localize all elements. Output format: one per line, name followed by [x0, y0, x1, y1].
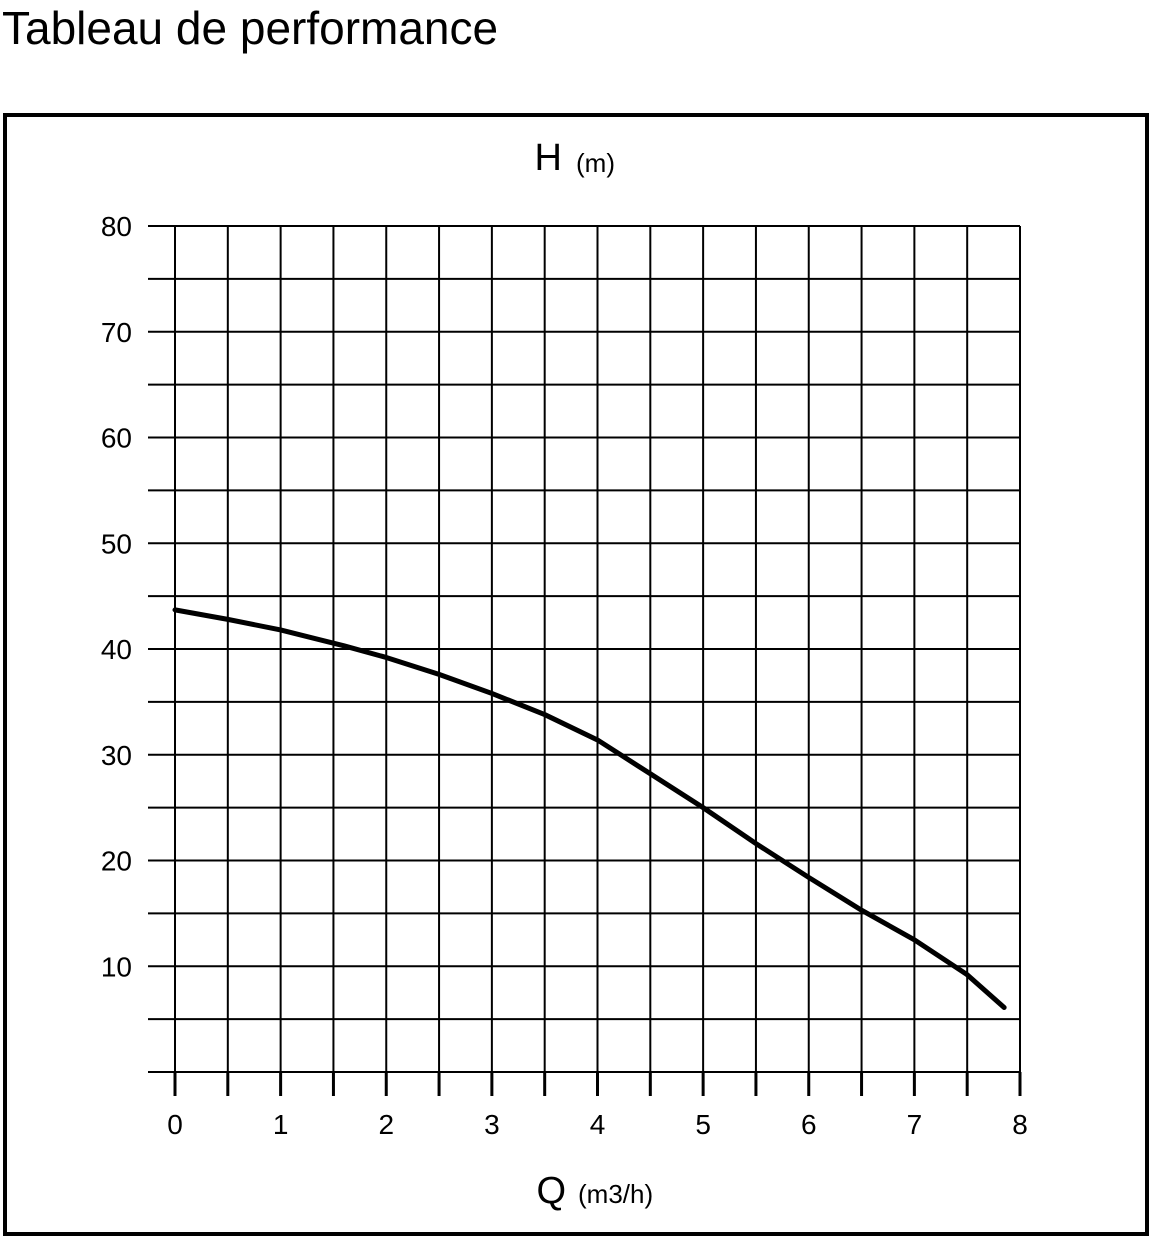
y-tick-label: 20 — [101, 846, 132, 877]
y-tick-label: 30 — [101, 740, 132, 771]
x-tick-label: 8 — [1012, 1109, 1028, 1140]
x-tick-label: 6 — [801, 1109, 817, 1140]
y-tick-label: 70 — [101, 317, 132, 348]
x-tick-label: 3 — [484, 1109, 500, 1140]
x-tick-label: 7 — [907, 1109, 923, 1140]
x-axis-unit: (m3/h) — [578, 1179, 653, 1209]
x-tick-label: 0 — [167, 1109, 183, 1140]
y-tick-label: 50 — [101, 528, 132, 559]
y-tick-label: 40 — [101, 634, 132, 665]
x-tick-label: 4 — [590, 1109, 606, 1140]
y-tick-label: 80 — [101, 211, 132, 242]
x-tick-label: 5 — [695, 1109, 711, 1140]
x-axis-label: Q — [536, 1170, 566, 1212]
frame — [3, 113, 1149, 1236]
y-axis-label: H — [535, 137, 562, 179]
x-tick-label: 1 — [273, 1109, 289, 1140]
curve — [172, 607, 1007, 1010]
chart-title: Tableau de performance — [2, 2, 498, 54]
x-tick-label: 2 — [378, 1109, 394, 1140]
y-tick-label: 60 — [101, 423, 132, 454]
y-axis-unit: (m) — [576, 148, 615, 178]
y-tick-label: 10 — [101, 951, 132, 982]
